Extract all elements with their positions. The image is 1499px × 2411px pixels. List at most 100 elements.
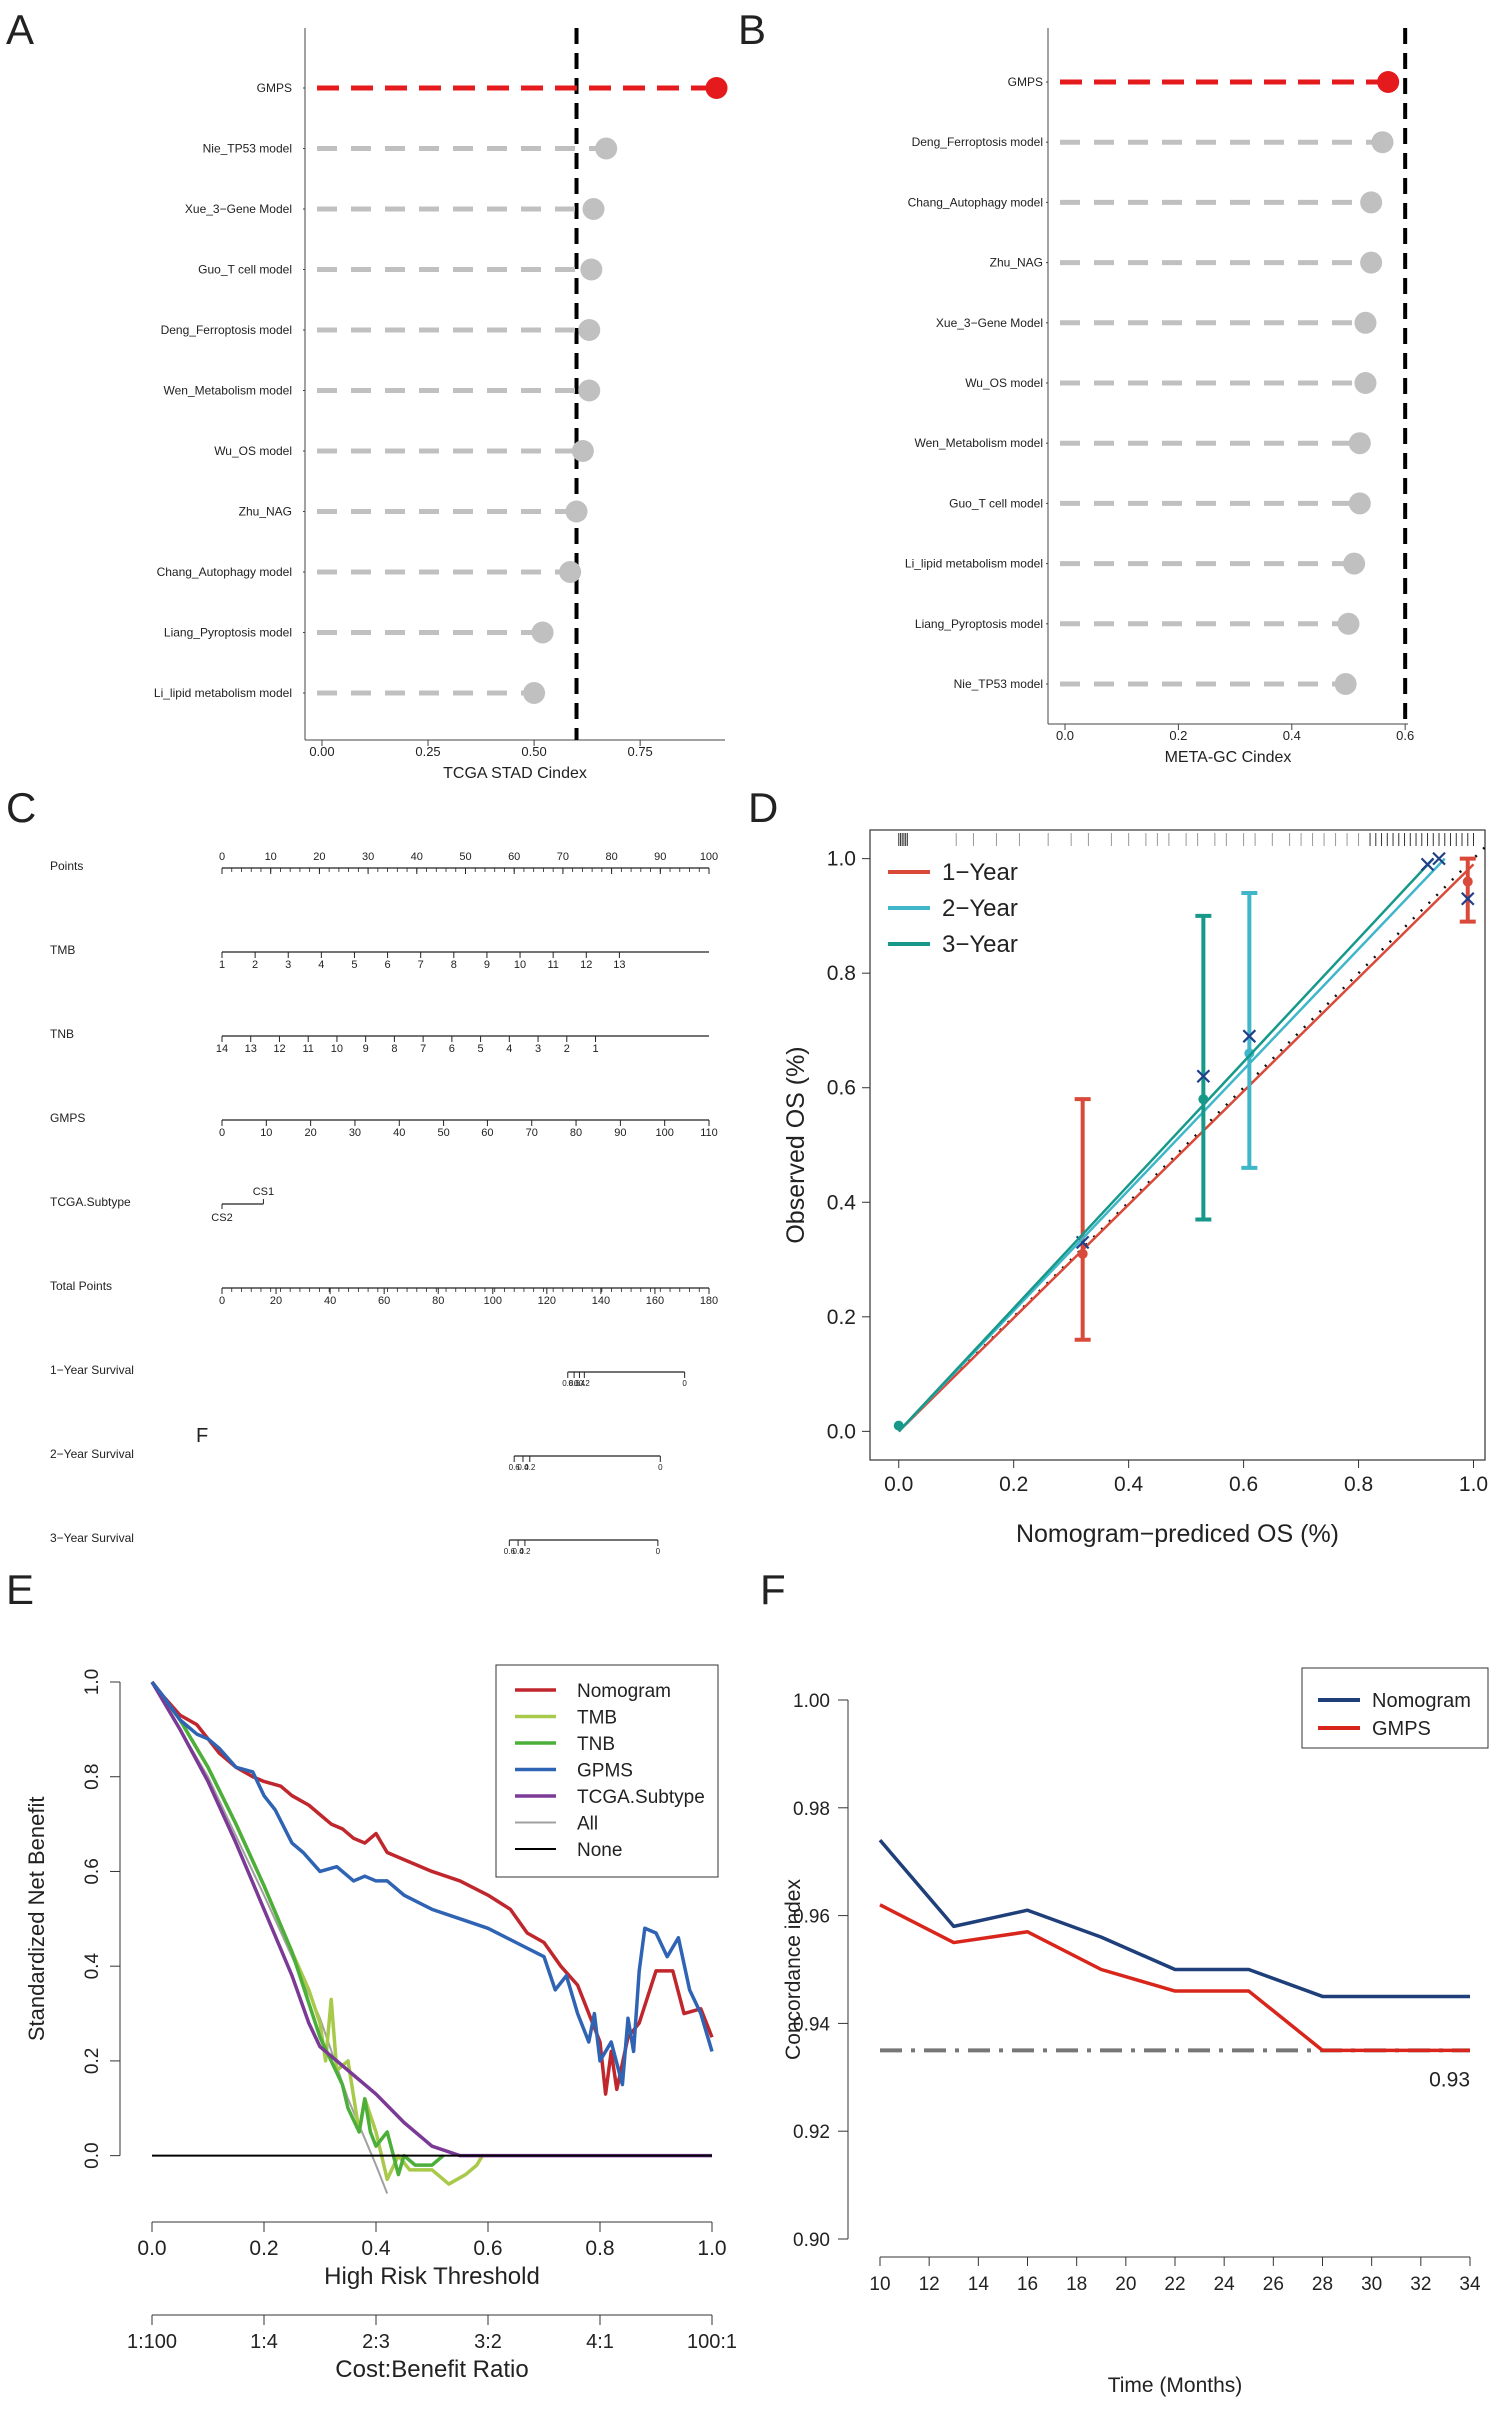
x-axis-title: TCGA STAD Cindex xyxy=(443,765,587,782)
x-tick-label: 34 xyxy=(1459,2274,1481,2295)
nomogram-tick-label: 100 xyxy=(484,1295,502,1307)
category-label: GMPS xyxy=(257,81,292,95)
calibration-line xyxy=(897,857,1435,1433)
category-label: Liang_Pyroptosis model xyxy=(915,617,1043,631)
lollipop-point xyxy=(1348,432,1371,455)
category-label: Xue_3−Gene Model xyxy=(185,202,292,216)
nomogram-tick-label: 10 xyxy=(514,959,526,971)
category-label: Li_lipid metabolism model xyxy=(154,686,292,700)
nomogram-tick-label: 0.8 xyxy=(562,1379,574,1388)
x-tick-label: 0.00 xyxy=(309,744,334,759)
nomogram-tick-label: 0.2 xyxy=(524,1463,536,1472)
observed-point xyxy=(1462,876,1473,887)
calibration-line xyxy=(897,857,1446,1433)
lollipop-point xyxy=(531,621,554,644)
lollipop-point xyxy=(595,137,618,160)
category-label: Nie_TP53 model xyxy=(954,677,1043,691)
category-label: Deng_Ferroptosis model xyxy=(161,323,292,337)
nomogram-tick-label: CS2 xyxy=(211,1212,232,1224)
category-label: Chang_Autophagy model xyxy=(157,565,292,579)
x2-tick-label: 3:2 xyxy=(474,2331,502,2353)
nomogram-tick-label: 80 xyxy=(605,851,617,863)
lollipop-point xyxy=(1360,191,1383,214)
x-tick-label: 0.4 xyxy=(361,2237,391,2260)
legend-box xyxy=(1301,1667,1489,1749)
panel-letter-e: E xyxy=(6,1566,34,1613)
lollipop-point xyxy=(578,319,601,341)
nomogram-tick-label: 8 xyxy=(451,959,457,971)
nomogram-tick-label: 6 xyxy=(449,1043,455,1055)
lollipop-point xyxy=(578,379,601,402)
nomogram-tick-label: 11 xyxy=(547,959,558,971)
legend-label: GPMS xyxy=(577,1761,633,1782)
category-label: Wen_Metabolism model xyxy=(163,384,292,398)
nomogram-tick-label: 10 xyxy=(331,1043,343,1055)
nomogram-tick-label: 20 xyxy=(313,851,325,863)
x-tick-label: 0.75 xyxy=(627,744,652,759)
nomogram-tick-label: 20 xyxy=(305,1127,317,1139)
x-tick-label: 0.25 xyxy=(415,744,440,759)
x2-tick-label: 1:100 xyxy=(127,2331,177,2353)
nomogram-tick-label: 7 xyxy=(420,1043,426,1055)
x-tick-label: 32 xyxy=(1410,2274,1431,2295)
x-tick-label: 0.0 xyxy=(1056,728,1074,743)
x-tick-label: 0.8 xyxy=(1344,1473,1373,1496)
nomogram-tick-label: 140 xyxy=(592,1295,610,1307)
nomogram-tick-label: CS1 xyxy=(253,1186,274,1198)
legend-label: TCGA.Subtype xyxy=(577,1787,705,1808)
nomogram-tick-label: 2 xyxy=(252,959,258,971)
nomogram-tick-label: 13 xyxy=(245,1043,257,1055)
nomogram-tick-label: 30 xyxy=(349,1127,361,1139)
observed-point xyxy=(1198,1094,1209,1105)
dca-curve xyxy=(150,1681,712,2158)
nomogram-tick-label: 8 xyxy=(391,1043,397,1055)
nomogram-tick-label: 180 xyxy=(700,1295,718,1307)
x-tick-label: 0.8 xyxy=(585,2237,614,2260)
category-label: Zhu_NAG xyxy=(239,505,292,519)
nomogram-row-label: TMB xyxy=(50,943,75,957)
y-tick-label: 0.8 xyxy=(827,962,856,985)
x-tick-label: 0.6 xyxy=(1229,1473,1258,1496)
nomogram-tick-label: 4 xyxy=(318,959,324,971)
x-tick-label: 30 xyxy=(1361,2274,1382,2295)
stray-letter: F xyxy=(196,1425,208,1447)
legend-label: 2−Year xyxy=(942,895,1018,922)
nomogram-tick-label: 90 xyxy=(614,1127,626,1139)
calibration-line xyxy=(897,863,1475,1433)
lollipop-point xyxy=(1354,372,1377,394)
legend-label: Nomogram xyxy=(577,1681,671,1702)
nomogram-tick-label: 0.6 xyxy=(509,1463,521,1472)
nomogram-tick-label: 40 xyxy=(393,1127,405,1139)
y-axis-title: Concordance index xyxy=(782,1879,805,2060)
reference-label: 0.93 xyxy=(1429,2068,1470,2091)
nomogram-tick-label: 1 xyxy=(592,1043,598,1055)
nomogram-tick-label: 80 xyxy=(432,1295,444,1307)
y-tick-label: 0.6 xyxy=(82,1858,103,1884)
nomogram-row-label: 3−Year Survival xyxy=(50,1531,134,1545)
nomogram-tick-label: 3 xyxy=(285,959,291,971)
panel-b-lollipop: 0.0 0.2 0.4 0.6 META-GC Cindex GMPS Deng_Ferro… xyxy=(905,28,1414,766)
dca-curve xyxy=(150,1680,445,2177)
cross-marker xyxy=(1432,851,1446,866)
x-tick-label: 0.2 xyxy=(999,1473,1028,1496)
y-tick-label: 0.98 xyxy=(793,1799,830,1820)
y-tick-label: 1.00 xyxy=(793,1691,830,1712)
panel-letter-b: B xyxy=(738,6,766,53)
lollipop-point xyxy=(1348,492,1371,515)
panel-d-calibration: 0.0 0.0 0.2 0.2 0.4 0.4 0.6 0.6 0.8 0.8 1.0 1.0 Nomo… xyxy=(782,829,1488,1548)
origin-point xyxy=(893,1420,904,1431)
x-axis-title: Nomogram−prediced OS (%) xyxy=(1016,1520,1339,1548)
y-tick-label: 0.2 xyxy=(827,1306,856,1329)
nomogram-tick-label: 0.4 xyxy=(517,1463,529,1472)
nomogram-tick-label: 11 xyxy=(302,1043,313,1055)
y-tick-label: 0.8 xyxy=(82,1764,103,1790)
nomogram-tick-label: 100 xyxy=(700,851,718,863)
y-axis-title: Standardized Net Benefit xyxy=(24,1797,49,2042)
observed-point xyxy=(1244,1048,1255,1059)
nomogram-tick-label: 20 xyxy=(270,1295,282,1307)
nomogram-tick-label: 30 xyxy=(362,851,374,863)
category-label: Wen_Metabolism model xyxy=(914,436,1043,450)
nomogram-tick-label: 50 xyxy=(437,1127,449,1139)
nomogram-tick-label: 160 xyxy=(646,1295,664,1307)
nomogram-row-label: GMPS xyxy=(50,1111,85,1125)
